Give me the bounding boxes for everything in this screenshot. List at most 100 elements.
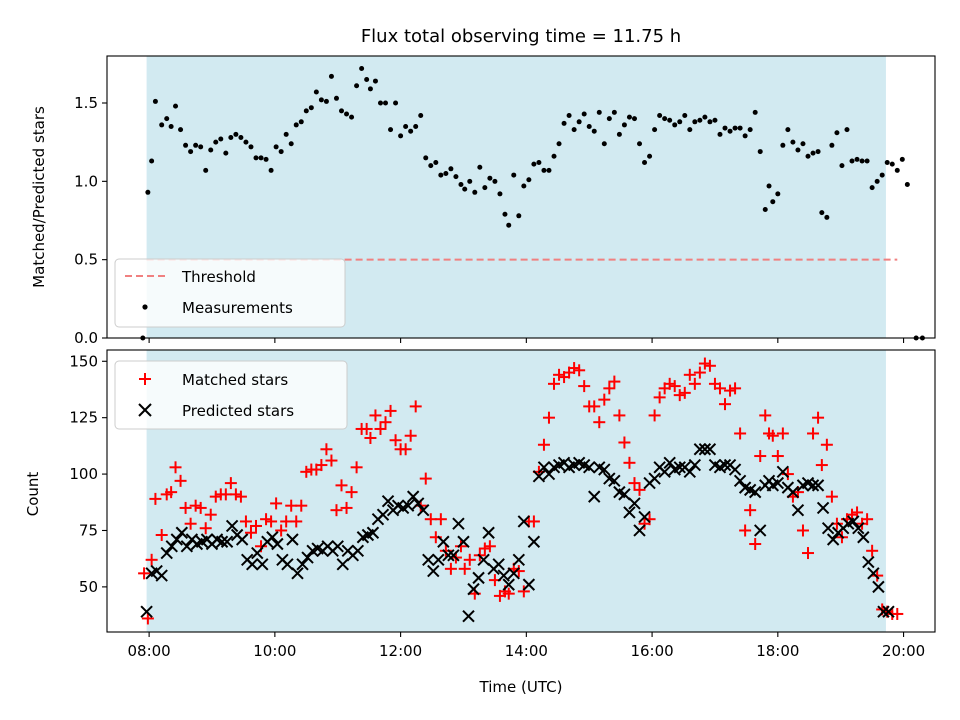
- matched-star-point: [593, 416, 606, 429]
- matched-star-point: [174, 474, 187, 487]
- matched-star-point: [330, 504, 343, 517]
- matched-star-point: [463, 553, 476, 566]
- measurement-point: [149, 158, 155, 164]
- matched-star-point: [374, 422, 387, 435]
- measurement-point: [253, 155, 259, 161]
- measurement-point: [193, 142, 199, 148]
- matched-star-point: [527, 515, 540, 528]
- matched-star-point: [250, 519, 263, 532]
- measurement-point: [834, 130, 840, 136]
- predicted-star-point: [376, 508, 390, 521]
- predicted-star-point: [427, 564, 440, 578]
- matched-star-point: [517, 585, 530, 598]
- measurement-point: [438, 172, 444, 178]
- x-tick-label: 10:00: [253, 642, 296, 660]
- measurement-point: [606, 116, 612, 122]
- measurement-point: [372, 78, 378, 84]
- predicted-star-point: [698, 443, 712, 456]
- bottom-panel: 50 75 100 125 150 08:00 10:00 12:00 14:00 16:00 1…: [24, 349, 936, 696]
- measurement-point: [152, 98, 158, 104]
- matched-star-point: [749, 538, 762, 551]
- matched-star-point: [796, 524, 809, 537]
- matched-star-point: [573, 364, 586, 377]
- measurement-point: [383, 100, 389, 106]
- x-tick-label: 08:00: [128, 642, 171, 660]
- predicted-star-point: [160, 546, 173, 560]
- matched-star-point: [776, 427, 789, 440]
- matched-star-point: [409, 400, 422, 413]
- measurement-point: [805, 153, 811, 159]
- matched-star-point: [478, 542, 491, 555]
- predicted-star-point: [281, 558, 294, 571]
- matched-star-point: [290, 515, 303, 528]
- predicted-star-point: [688, 458, 702, 472]
- measurement-point: [667, 117, 673, 123]
- matched-star-point: [688, 377, 701, 390]
- measurement-point: [364, 77, 370, 82]
- legend-predicted-swatch: [138, 403, 152, 417]
- measurement-point: [268, 167, 274, 173]
- predicted-star-point: [366, 526, 380, 539]
- measurement-point: [453, 174, 459, 180]
- measurement-point: [889, 161, 895, 167]
- top-x-ticks: [148, 338, 905, 343]
- measurement-point: [536, 160, 542, 166]
- measurement-point: [682, 113, 688, 119]
- predicted-star-point: [140, 605, 153, 618]
- matched-star-point: [399, 443, 412, 456]
- predicted-star-point: [170, 533, 183, 546]
- matched-star-point: [568, 362, 581, 375]
- predicted-star-point: [771, 476, 785, 490]
- measurement-point: [864, 158, 870, 164]
- predicted-star-point: [532, 470, 546, 483]
- matched-star-point: [734, 427, 747, 440]
- measurement-point: [511, 172, 517, 178]
- predicted-star-point: [816, 501, 830, 515]
- predicted-star-point: [754, 524, 767, 537]
- measurement-point: [188, 149, 194, 155]
- predicted-star-point: [266, 531, 279, 544]
- predicted-star-point: [748, 485, 762, 499]
- matched-star-point: [729, 382, 742, 395]
- matched-star-point: [537, 438, 550, 451]
- predicted-star-point: [658, 465, 671, 479]
- predicted-star-point: [537, 461, 551, 474]
- measurement-point: [443, 171, 449, 176]
- predicted-star-point: [618, 488, 631, 501]
- y-tick-label: 0.5: [74, 251, 98, 269]
- measurement-points: [140, 66, 925, 341]
- predicted-star-point: [442, 549, 455, 562]
- top-axes-frame: [106, 55, 936, 339]
- matched-star-point: [588, 400, 601, 413]
- y-tick-label: 1.0: [74, 172, 98, 190]
- predicted-star-point: [728, 463, 742, 476]
- matched-star-point: [389, 434, 402, 447]
- matched-star-points: [138, 357, 904, 625]
- matched-star-point: [623, 456, 636, 469]
- matched-star-point: [194, 501, 207, 514]
- y-tick-label: 150: [69, 352, 98, 370]
- predicted-star-point: [663, 456, 676, 470]
- measurement-point: [183, 142, 189, 148]
- measurement-point: [482, 185, 488, 191]
- measurement-point: [815, 149, 821, 155]
- measurement-point: [418, 113, 424, 119]
- matched-star-point: [184, 517, 197, 530]
- measurement-point: [462, 186, 468, 192]
- predicted-star-point: [683, 465, 697, 479]
- matched-star-point: [719, 398, 732, 411]
- matched-star-point: [424, 513, 437, 526]
- measurement-point: [354, 83, 360, 89]
- predicted-star-point: [432, 553, 445, 567]
- measurement-point: [243, 139, 249, 145]
- measurement-point: [556, 141, 562, 147]
- predicted-star-point: [633, 524, 646, 537]
- matched-star-point: [199, 522, 212, 535]
- measurement-point: [697, 117, 703, 123]
- matched-star-point: [744, 504, 757, 517]
- matched-star-point: [364, 431, 377, 444]
- predicted-star-point: [776, 465, 790, 479]
- matched-star-point: [663, 377, 676, 390]
- matched-star-point: [693, 366, 706, 379]
- measurement-point: [278, 149, 284, 155]
